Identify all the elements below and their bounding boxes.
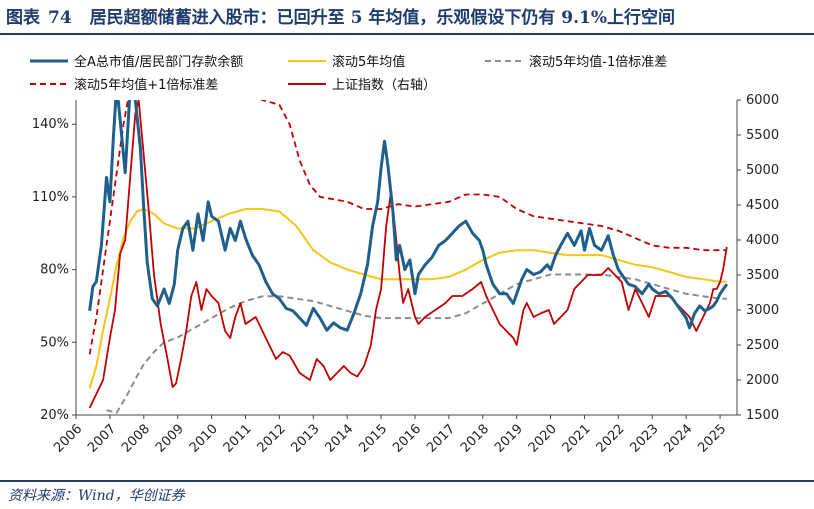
series-line-ratio <box>88 100 729 332</box>
chart-canvas: 全A总市值/居民部门存款余额 滚动5年均值 滚动5年均值-1倍标准差滚动5年均值+1… <box>30 54 779 456</box>
y-right-tick-label: 5500 <box>746 128 779 143</box>
figure-label: 图表 <box>6 8 40 28</box>
y-left-tick-label: 110% <box>32 190 69 205</box>
series-lines <box>88 100 729 414</box>
figure-title-text: 居民超额储蓄进入股市：已回升至 5 年均值，乐观假设下仍有 9.1%上行空间 <box>89 8 675 28</box>
y-left-tick-label: 80% <box>40 263 69 278</box>
y-right-tick-label: 4500 <box>746 198 779 213</box>
x-tick-label: 2008 <box>119 422 153 456</box>
x-tick-label: 2022 <box>594 422 628 456</box>
series-line-upper <box>88 100 727 355</box>
y-right-tick-label: 3500 <box>746 268 779 283</box>
x-tick-label: 2013 <box>289 422 323 456</box>
x-tick-label: 2023 <box>628 422 662 456</box>
x-tick-label: 2014 <box>322 422 356 456</box>
y-left-tick-label: 20% <box>40 408 69 423</box>
x-tick-label: 2011 <box>221 422 255 456</box>
y-right-tick-label: 2500 <box>746 338 779 353</box>
series-line-lower <box>106 273 727 414</box>
legend: 全A总市值/居民部门存款余额 滚动5年均值 滚动5年均值-1倍标准差滚动5年均值+1… <box>30 54 667 93</box>
x-tick-label: 2024 <box>661 422 695 456</box>
legend-label-mean: 滚动5年均值 <box>332 54 405 70</box>
x-tick-label: 2020 <box>526 422 560 456</box>
series-line-sse <box>88 100 728 409</box>
title-rule <box>0 33 814 35</box>
x-tick-label: 2006 <box>51 422 85 456</box>
legend-label-ratio: 全A总市值/居民部门存款余额 <box>74 54 243 70</box>
y-right-tick-label: 1500 <box>746 408 779 423</box>
y-right-tick-label: 4000 <box>746 233 779 248</box>
y-right-tick-label: 5000 <box>746 163 779 178</box>
x-tick-label: 2025 <box>695 422 729 456</box>
x-tick-label: 2021 <box>560 422 594 456</box>
y-right-tick-label: 6000 <box>746 93 779 108</box>
x-tick-label: 2017 <box>424 422 458 456</box>
footer-rule <box>0 480 814 482</box>
source-note: 资料来源：Wind，华创证券 <box>8 488 185 504</box>
legend-label-upper: 滚动5年均值+1倍标准差 <box>74 77 218 93</box>
chart-title: 图表 74 居民超额储蓄进入股市：已回升至 5 年均值，乐观假设下仍有 9.1%上行… <box>6 3 806 28</box>
y-left-tick-label: 50% <box>40 335 69 350</box>
x-tick-label: 2010 <box>187 422 221 456</box>
x-tick-label: 2007 <box>85 422 119 456</box>
y-left-tick-label: 140% <box>32 117 69 132</box>
x-tick-label: 2019 <box>492 422 526 456</box>
figure-number: 74 <box>48 8 72 28</box>
x-tick-label: 2009 <box>153 422 187 456</box>
x-tick-label: 2015 <box>356 422 390 456</box>
legend-label-sse: 上证指数（右轴） <box>332 78 436 93</box>
x-tick-label: 2018 <box>458 422 492 456</box>
legend-label-lower: 滚动5年均值-1倍标准差 <box>529 54 667 70</box>
y-right-tick-label: 2000 <box>746 373 779 388</box>
y-right-tick-label: 3000 <box>746 303 779 318</box>
x-tick-label: 2012 <box>255 422 289 456</box>
x-tick-label: 2016 <box>390 422 424 456</box>
